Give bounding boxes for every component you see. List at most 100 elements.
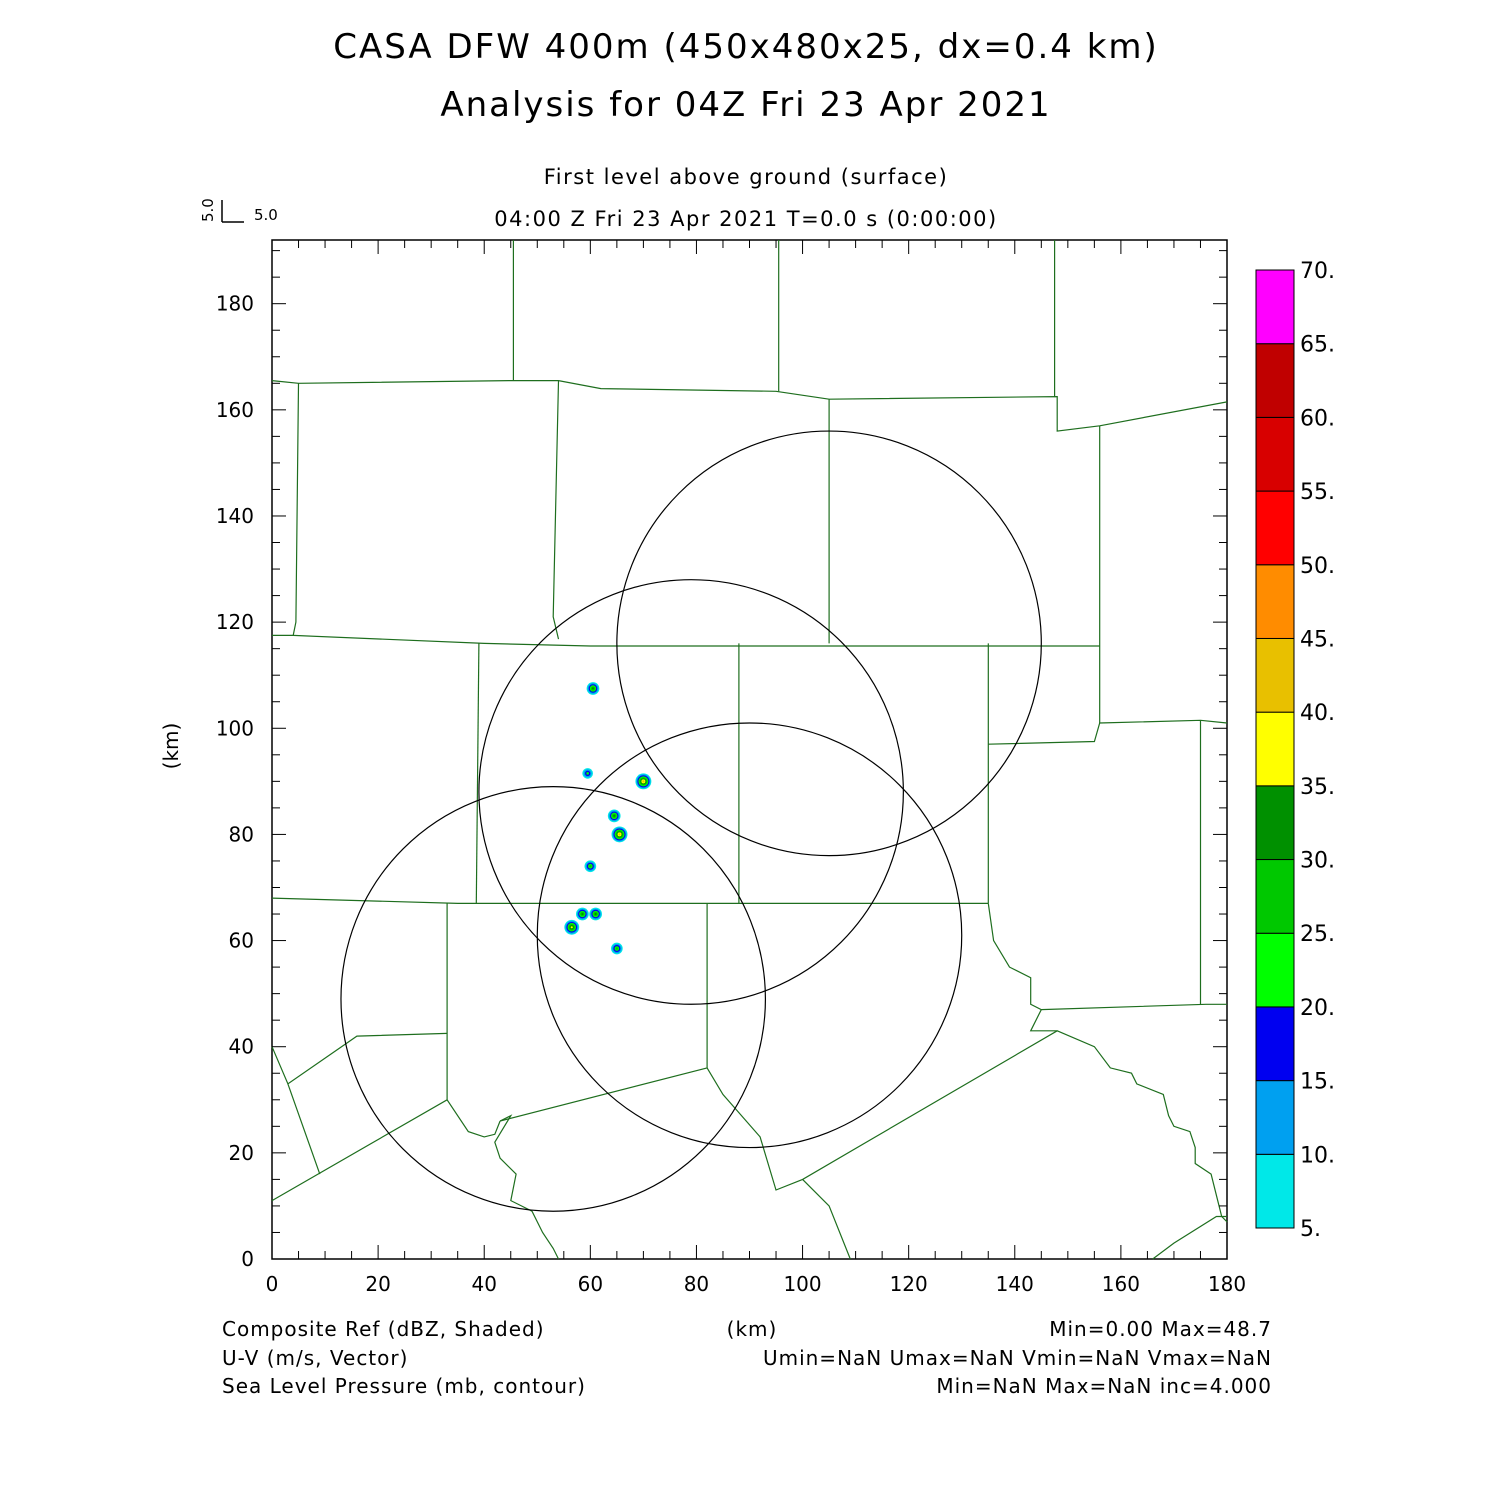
colorbar-swatch xyxy=(1255,490,1295,566)
x-tick-label: 160 xyxy=(1102,1272,1140,1296)
colorbar-swatch xyxy=(1255,269,1295,345)
x-tick-label: 120 xyxy=(890,1272,928,1296)
colorbar-label: 5. xyxy=(1300,1217,1321,1242)
colorbar-label: 25. xyxy=(1300,922,1335,947)
x-tick-label: 140 xyxy=(996,1272,1034,1296)
footer-right-3: Min=NaN Max=NaN inc=4.000 xyxy=(936,1374,1272,1398)
y-axis-label: (km) xyxy=(159,723,183,770)
y-tick-label: 120 xyxy=(216,610,254,634)
county-boundaries xyxy=(271,240,1228,1260)
footer-left-2: U-V (m/s, Vector) xyxy=(222,1346,408,1370)
y-tick-label: 100 xyxy=(216,716,254,740)
x-axis-label: (km) xyxy=(727,1317,778,1341)
x-tick-label: 80 xyxy=(684,1272,709,1296)
colorbar-label: 10. xyxy=(1300,1143,1335,1168)
colorbar-label: 55. xyxy=(1300,480,1335,505)
county-line xyxy=(271,1032,448,1085)
y-tick-label: 60 xyxy=(229,929,254,953)
county-line xyxy=(271,380,1228,432)
y-tick-label: 160 xyxy=(216,398,254,422)
colorbar-label: 70. xyxy=(1300,259,1335,284)
county-line xyxy=(1152,1215,1227,1260)
plot-area: 0 20 40 60 80 100 120 140 160 180 0 20 40 60 80 100 120… xyxy=(216,239,1246,1296)
level-label: First level above ground (surface) xyxy=(544,165,949,189)
radar-range-rings xyxy=(340,430,1042,1212)
colorbar: 5. 10. 15. 20. 25. 30. 35. 40. 45. 50. 55. 60. 65. 70… xyxy=(1255,259,1335,1242)
radar-range-ring xyxy=(536,722,963,1149)
county-line xyxy=(287,1083,321,1175)
colorbar-label: 20. xyxy=(1300,996,1335,1021)
colorbar-label: 60. xyxy=(1300,406,1335,431)
colorbar-swatch xyxy=(1255,1153,1295,1229)
title-line-1: CASA DFW 400m (450x480x25, dx=0.4 km) xyxy=(333,27,1159,67)
county-line xyxy=(475,643,480,904)
echo-cell xyxy=(589,865,592,868)
x-tick-label: 180 xyxy=(1208,1272,1246,1296)
colorbar-label: 35. xyxy=(1300,775,1335,800)
colorbar-label: 40. xyxy=(1300,701,1335,726)
colorbar-swatch xyxy=(1255,637,1295,713)
x-tick-label: 20 xyxy=(365,1272,390,1296)
vector-ref-u-label: 5.0 xyxy=(254,206,278,224)
x-tick-label: 40 xyxy=(471,1272,496,1296)
vector-ref-v-label: 5.0 xyxy=(199,198,217,222)
radar-range-ring xyxy=(340,786,767,1212)
axis-ticks xyxy=(271,240,1228,1260)
title-line-2: Analysis for 04Z Fri 23 Apr 2021 xyxy=(440,85,1051,125)
radar-range-ring xyxy=(478,579,904,1005)
county-line xyxy=(988,719,1228,745)
colorbar-label: 30. xyxy=(1300,849,1335,874)
x-tick-label: 0 xyxy=(266,1272,279,1296)
colorbar-swatch xyxy=(1255,1080,1295,1155)
county-line xyxy=(271,1098,501,1202)
county-line xyxy=(802,1178,851,1260)
county-line xyxy=(272,634,1100,647)
y-tick-label: 180 xyxy=(216,292,254,316)
vector-reference: 5.0 5.0 xyxy=(199,198,278,224)
colorbar-swatch xyxy=(1255,1006,1295,1082)
echo-cell xyxy=(581,912,584,916)
y-tick-label: 140 xyxy=(216,504,254,528)
echo-cell xyxy=(613,814,616,817)
county-line xyxy=(499,1030,1228,1223)
echo-cell xyxy=(642,780,645,783)
y-tick-label: 0 xyxy=(241,1247,254,1271)
county-line xyxy=(494,1114,560,1260)
county-line xyxy=(1029,1009,1058,1032)
county-line xyxy=(552,380,560,640)
echo-cell xyxy=(615,947,619,950)
echo-cell xyxy=(618,833,621,836)
echo-cell xyxy=(586,772,590,775)
x-tick-label: 60 xyxy=(578,1272,603,1296)
colorbar-label: 15. xyxy=(1300,1070,1335,1095)
plot-frame xyxy=(271,239,1228,1260)
colorbar-swatch xyxy=(1255,564,1295,639)
y-tick-label: 20 xyxy=(229,1141,254,1165)
colorbar-swatch xyxy=(1255,711,1295,787)
colorbar-swatch xyxy=(1255,932,1295,1008)
colorbar-swatch xyxy=(1255,343,1295,418)
echo-cell xyxy=(570,926,573,929)
echo-cell xyxy=(594,912,597,916)
x-axis-tick-labels: 0 20 40 60 80 100 120 140 160 180 xyxy=(266,1272,1246,1296)
county-line xyxy=(987,903,1227,1011)
footer-left-3: Sea Level Pressure (mb, contour) xyxy=(222,1374,586,1398)
y-tick-label: 40 xyxy=(229,1035,254,1059)
y-tick-label: 80 xyxy=(229,822,254,846)
county-line xyxy=(292,383,300,636)
footer-right-2: Umin=NaN Umax=NaN Vmin=NaN Vmax=NaN xyxy=(763,1346,1272,1370)
colorbar-label: 50. xyxy=(1300,554,1335,579)
x-tick-label: 100 xyxy=(783,1272,821,1296)
y-axis-tick-labels: 0 20 40 60 80 100 120 140 160 180 xyxy=(216,292,254,1271)
colorbar-swatch xyxy=(1255,416,1295,492)
reflectivity-echoes xyxy=(564,682,652,955)
colorbar-label: 45. xyxy=(1300,627,1335,652)
radar-range-ring xyxy=(616,430,1042,857)
footer-right-1: Min=0.00 Max=48.7 xyxy=(1049,1317,1272,1341)
footer-left-1: Composite Ref (dBZ, Shaded) xyxy=(222,1317,545,1341)
colorbar-swatch xyxy=(1255,859,1295,934)
echo-cell xyxy=(591,687,595,690)
time-label: 04:00 Z Fri 23 Apr 2021 T=0.0 s (0:00:00… xyxy=(494,207,997,231)
colorbar-swatch xyxy=(1255,785,1295,861)
